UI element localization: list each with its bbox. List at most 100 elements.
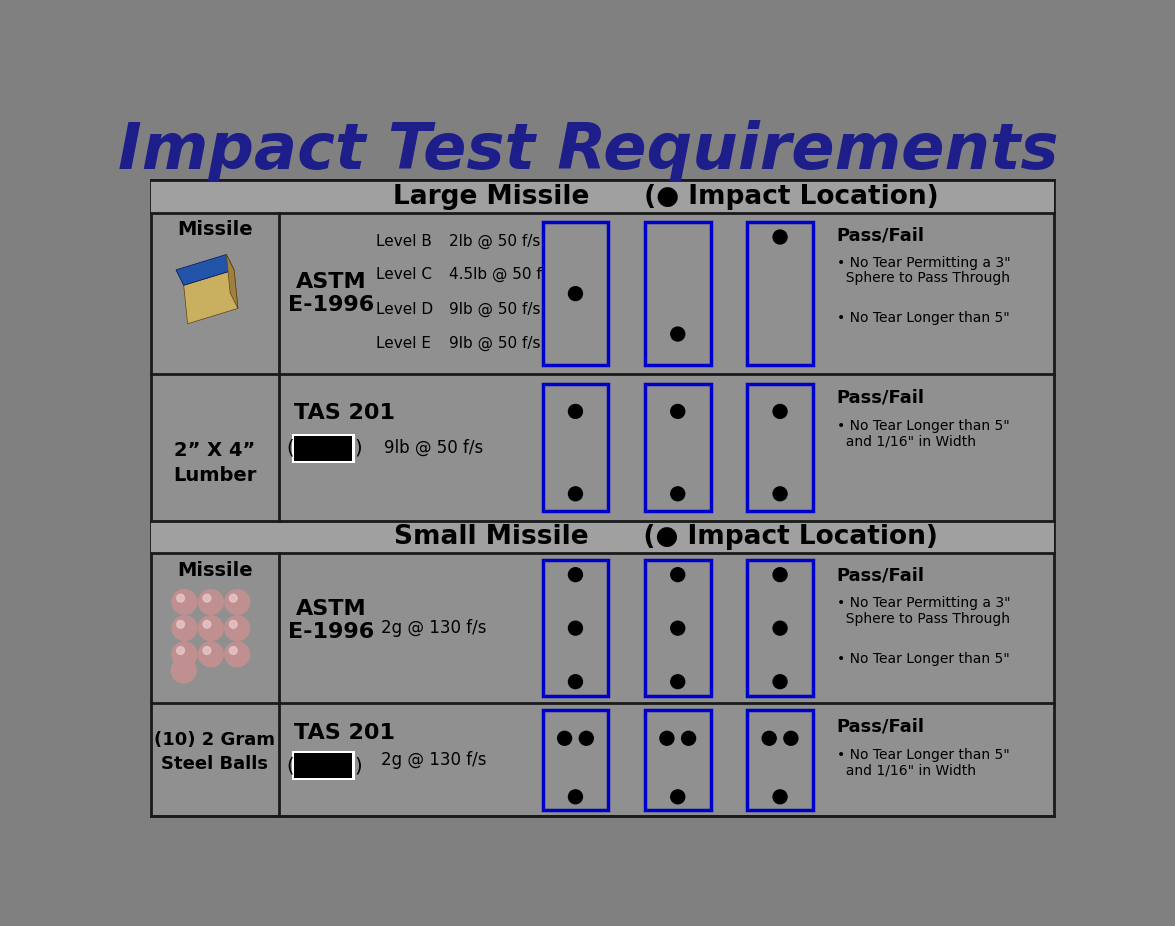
Polygon shape	[183, 269, 237, 324]
Circle shape	[660, 732, 674, 745]
Text: • No Tear Permitting a 3": • No Tear Permitting a 3"	[837, 596, 1010, 610]
Circle shape	[773, 675, 787, 689]
Text: Level D: Level D	[376, 302, 432, 318]
Bar	[150, 181, 1054, 817]
Circle shape	[773, 487, 787, 501]
Bar	[291, 433, 355, 463]
Circle shape	[224, 642, 249, 667]
Circle shape	[172, 616, 197, 641]
Bar	[747, 222, 813, 365]
Circle shape	[203, 594, 210, 602]
Circle shape	[773, 621, 787, 635]
Text: • No Tear Longer than 5": • No Tear Longer than 5"	[837, 748, 1009, 762]
Text: 2g @ 130 f/s: 2g @ 130 f/s	[381, 619, 486, 637]
Bar	[645, 384, 711, 511]
Circle shape	[229, 646, 237, 655]
Circle shape	[229, 620, 237, 628]
Text: • No Tear Longer than 5": • No Tear Longer than 5"	[837, 652, 1009, 666]
Text: ASTM
E-1996: ASTM E-1996	[288, 272, 375, 315]
Bar	[294, 436, 352, 461]
Circle shape	[569, 621, 583, 635]
Circle shape	[176, 620, 184, 628]
Circle shape	[671, 487, 685, 501]
Text: and 1/16" in Width: and 1/16" in Width	[837, 434, 975, 448]
Text: • No Tear Longer than 5": • No Tear Longer than 5"	[837, 311, 1009, 325]
Text: (: (	[287, 439, 294, 457]
Text: 2lb @ 50 f/s: 2lb @ 50 f/s	[449, 234, 540, 249]
Circle shape	[199, 616, 223, 641]
Bar	[747, 384, 813, 511]
Circle shape	[671, 790, 685, 804]
Text: Sphere to Pass Through: Sphere to Pass Through	[837, 271, 1009, 285]
Bar	[294, 753, 352, 778]
Bar	[291, 751, 355, 781]
Bar	[747, 560, 813, 696]
Circle shape	[569, 568, 583, 582]
Bar	[543, 222, 609, 365]
Circle shape	[558, 732, 571, 745]
Circle shape	[569, 675, 583, 689]
Circle shape	[199, 590, 223, 614]
Bar	[150, 520, 1054, 553]
Text: 2” X 4”
Lumber: 2” X 4” Lumber	[173, 441, 256, 485]
Text: Level E: Level E	[376, 336, 430, 351]
Bar	[150, 181, 1054, 213]
Circle shape	[229, 594, 237, 602]
Text: and 1/16" in Width: and 1/16" in Width	[837, 763, 975, 777]
Circle shape	[784, 732, 798, 745]
Text: TAS 201: TAS 201	[294, 722, 395, 743]
Bar	[645, 710, 711, 809]
Text: 9lb @ 50 f/s: 9lb @ 50 f/s	[384, 439, 483, 457]
Text: 4.5lb @ 50 f/s: 4.5lb @ 50 f/s	[449, 267, 555, 282]
Circle shape	[569, 287, 583, 301]
Circle shape	[569, 790, 583, 804]
Text: 9lb @ 50 f/s: 9lb @ 50 f/s	[449, 302, 540, 318]
Circle shape	[671, 621, 685, 635]
Circle shape	[224, 616, 249, 641]
Text: Impact Test Requirements: Impact Test Requirements	[119, 120, 1059, 182]
Circle shape	[671, 675, 685, 689]
Circle shape	[579, 732, 593, 745]
Bar	[543, 384, 609, 511]
Circle shape	[203, 620, 210, 628]
Bar	[645, 222, 711, 365]
Polygon shape	[227, 255, 237, 308]
Bar	[147, 111, 906, 179]
Circle shape	[773, 790, 787, 804]
Text: (: (	[287, 757, 294, 775]
Circle shape	[682, 732, 696, 745]
Text: ): )	[355, 439, 362, 457]
Text: • No Tear Permitting a 3": • No Tear Permitting a 3"	[837, 256, 1010, 269]
Text: Missile: Missile	[177, 220, 253, 239]
Text: Pass/Fail: Pass/Fail	[837, 717, 925, 735]
Text: TAS 201: TAS 201	[294, 403, 395, 423]
Text: Pass/Fail: Pass/Fail	[837, 227, 925, 244]
Circle shape	[773, 405, 787, 419]
Text: ASTM
E-1996: ASTM E-1996	[288, 599, 375, 642]
Circle shape	[224, 590, 249, 614]
Text: Level B: Level B	[376, 234, 431, 249]
Circle shape	[569, 487, 583, 501]
Bar	[747, 710, 813, 809]
Circle shape	[172, 642, 197, 667]
Circle shape	[773, 230, 787, 244]
Circle shape	[763, 732, 777, 745]
Circle shape	[199, 642, 223, 667]
Text: Pass/Fail: Pass/Fail	[837, 567, 925, 585]
Text: 9lb @ 50 f/s: 9lb @ 50 f/s	[449, 336, 540, 351]
Circle shape	[172, 590, 197, 614]
Circle shape	[671, 327, 685, 341]
Circle shape	[203, 646, 210, 655]
Text: Missile: Missile	[177, 560, 253, 580]
Circle shape	[773, 568, 787, 582]
Text: Level C: Level C	[376, 267, 431, 282]
Circle shape	[172, 658, 196, 682]
Circle shape	[176, 594, 184, 602]
Circle shape	[176, 646, 184, 655]
Bar	[645, 560, 711, 696]
Circle shape	[671, 405, 685, 419]
Bar	[543, 560, 609, 696]
Bar	[543, 710, 609, 809]
Polygon shape	[176, 255, 234, 285]
Text: ): )	[355, 757, 362, 775]
